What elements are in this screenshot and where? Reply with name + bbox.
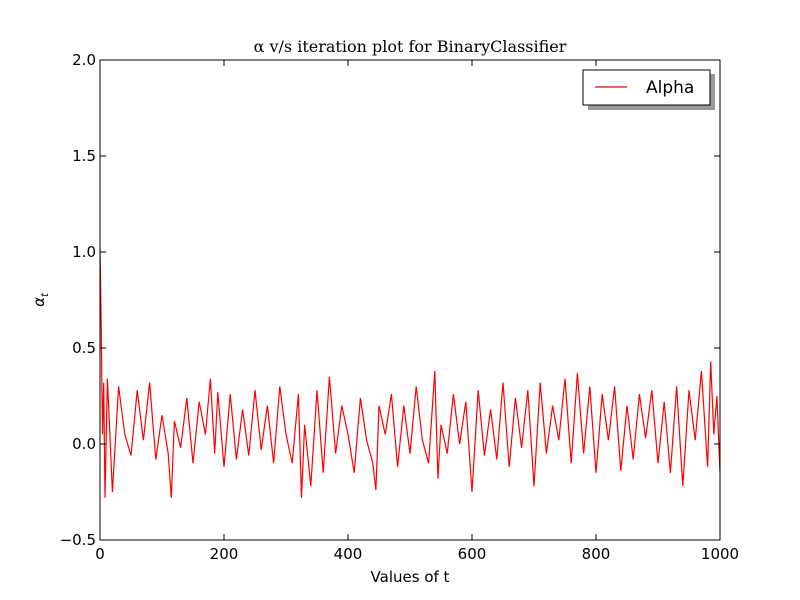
series-layer xyxy=(99,248,721,498)
x-tick-label: 400 xyxy=(334,545,363,563)
y-tick-label: 0.0 xyxy=(72,435,96,453)
y-tick-label: 1.5 xyxy=(72,147,96,165)
y-tick-label: −0.5 xyxy=(60,531,96,549)
plot-area: 0 200 400 600 800 1000 −0.5 0.0 0.5 1.0 1.5 2.0 xyxy=(60,51,740,563)
y-axis: −0.5 0.0 0.5 1.0 1.5 2.0 xyxy=(60,51,720,549)
x-tick-label: 200 xyxy=(210,545,239,563)
x-tick-label: 0 xyxy=(95,545,105,563)
y-axis-label: αt xyxy=(30,292,51,307)
plot-frame xyxy=(99,59,721,541)
y-tick-label: 2.0 xyxy=(72,51,96,69)
x-axis: 0 200 400 600 800 1000 xyxy=(95,60,739,563)
y-tick-label: 1.0 xyxy=(72,243,96,261)
plot-background xyxy=(100,60,720,540)
y-axis-label-subscript: t xyxy=(40,292,51,297)
x-tick-label: 800 xyxy=(582,545,611,563)
series-line-alpha xyxy=(99,248,721,498)
y-axis-label-main: α xyxy=(30,297,48,307)
y-tick-label: 0.5 xyxy=(72,339,96,357)
x-axis-label: Values of t xyxy=(371,568,450,586)
x-tick-label: 1000 xyxy=(701,545,739,563)
chart-title: α v/s iteration plot for BinaryClassifie… xyxy=(254,37,567,56)
legend: Alpha xyxy=(582,69,715,110)
legend-label-alpha: Alpha xyxy=(646,78,694,98)
x-tick-label: 600 xyxy=(458,545,487,563)
y-axis-label-group: αt xyxy=(30,292,51,307)
